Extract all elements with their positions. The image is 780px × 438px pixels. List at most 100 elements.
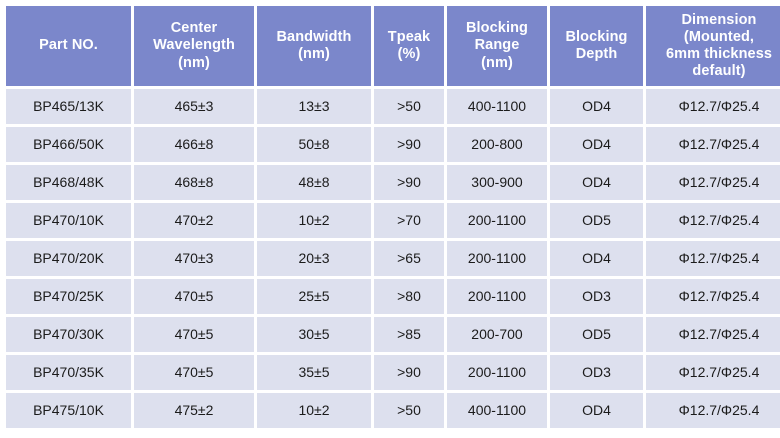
cell-blocking_range: 200-1100: [447, 279, 547, 314]
cell-dimension: Φ12.7/Φ25.4: [646, 355, 780, 390]
column-header-line: Wavelength: [153, 37, 235, 54]
cell-bandwidth: 20±3: [257, 241, 371, 276]
cell-part_no: BP470/25K: [6, 279, 131, 314]
column-header-line: Depth: [575, 46, 618, 62]
column-header-line: (%): [397, 46, 421, 62]
optical-filter-spec-table: Part NO. Center Wavelength (nm) Bandwidth (nm…: [3, 3, 780, 431]
column-header-blocking_depth: Blocking Depth: [550, 6, 643, 86]
cell-bandwidth: 13±3: [257, 89, 371, 124]
cell-tpeak: >85: [374, 317, 444, 352]
table-row: BP470/20K 470±3 20±3 >65 200-1100 OD4 Φ12.7/Φ2…: [6, 241, 780, 276]
cell-blocking_range: 400-1100: [447, 89, 547, 124]
cell-part_no: BP475/10K: [6, 393, 131, 428]
column-header-line: (nm): [481, 54, 513, 71]
cell-dimension: Φ12.7/Φ25.4: [646, 203, 780, 238]
table-row: BP475/10K 475±2 10±2 >50 400-1100 OD4 Φ12.7/Φ2…: [6, 393, 780, 428]
cell-part_no: BP468/48K: [6, 165, 131, 200]
cell-dimension: Φ12.7/Φ25.4: [646, 317, 780, 352]
column-header-part_no: Part NO.: [6, 6, 131, 86]
column-header-tpeak: Tpeak (%): [374, 6, 444, 86]
cell-bandwidth: 30±5: [257, 317, 371, 352]
cell-center_wl: 470±5: [134, 317, 254, 352]
cell-blocking_depth: OD5: [550, 203, 643, 238]
cell-dimension: Φ12.7/Φ25.4: [646, 165, 780, 200]
cell-blocking_depth: OD4: [550, 393, 643, 428]
column-header-dimension: Dimension (Mounted, 6mm thickness default): [646, 6, 780, 86]
cell-blocking_depth: OD4: [550, 241, 643, 276]
cell-blocking_range: 200-700: [447, 317, 547, 352]
cell-tpeak: >90: [374, 165, 444, 200]
column-header-center_wl: Center Wavelength (nm): [134, 6, 254, 86]
cell-blocking_depth: OD3: [550, 355, 643, 390]
cell-center_wl: 470±2: [134, 203, 254, 238]
cell-blocking_depth: OD4: [550, 165, 643, 200]
cell-tpeak: >50: [374, 393, 444, 428]
column-header-bandwidth: Bandwidth (nm): [257, 6, 371, 86]
table-row: BP470/25K 470±5 25±5 >80 200-1100 OD3 Φ12.7/Φ2…: [6, 279, 780, 314]
table-body: BP465/13K 465±3 13±3 >50 400-1100 OD4 Φ12.7/Φ2…: [6, 89, 780, 428]
cell-bandwidth: 35±5: [257, 355, 371, 390]
cell-part_no: BP465/13K: [6, 89, 131, 124]
column-header-line: Tpeak: [387, 28, 431, 45]
cell-dimension: Φ12.7/Φ25.4: [646, 127, 780, 162]
cell-part_no: BP470/10K: [6, 203, 131, 238]
column-header-line: Blocking: [565, 28, 628, 45]
table-row: BP465/13K 465±3 13±3 >50 400-1100 OD4 Φ12.7/Φ2…: [6, 89, 780, 124]
column-header-line: (nm): [178, 54, 210, 71]
cell-bandwidth: 25±5: [257, 279, 371, 314]
cell-blocking_depth: OD3: [550, 279, 643, 314]
cell-center_wl: 475±2: [134, 393, 254, 428]
cell-tpeak: >80: [374, 279, 444, 314]
cell-tpeak: >90: [374, 355, 444, 390]
table-header: Part NO. Center Wavelength (nm) Bandwidth (nm…: [6, 6, 780, 86]
header-row: Part NO. Center Wavelength (nm) Bandwidth (nm…: [6, 6, 780, 86]
column-header-line: Bandwidth: [276, 28, 352, 45]
cell-part_no: BP466/50K: [6, 127, 131, 162]
cell-tpeak: >65: [374, 241, 444, 276]
cell-bandwidth: 48±8: [257, 165, 371, 200]
table-row: BP466/50K 466±8 50±8 >90 200-800 OD4 Φ12.7/Φ25…: [6, 127, 780, 162]
cell-center_wl: 470±5: [134, 279, 254, 314]
cell-center_wl: 470±5: [134, 355, 254, 390]
cell-center_wl: 466±8: [134, 127, 254, 162]
cell-blocking_range: 200-1100: [447, 355, 547, 390]
cell-bandwidth: 10±2: [257, 393, 371, 428]
cell-blocking_range: 200-800: [447, 127, 547, 162]
cell-part_no: BP470/35K: [6, 355, 131, 390]
cell-center_wl: 465±3: [134, 89, 254, 124]
cell-blocking_depth: OD4: [550, 89, 643, 124]
cell-dimension: Φ12.7/Φ25.4: [646, 89, 780, 124]
table-row: BP468/48K 468±8 48±8 >90 300-900 OD4 Φ12.7/Φ25…: [6, 165, 780, 200]
cell-center_wl: 468±8: [134, 165, 254, 200]
cell-part_no: BP470/30K: [6, 317, 131, 352]
column-header-line: Range: [474, 37, 520, 54]
column-header-line: Dimension: [681, 11, 757, 28]
column-header-line: Center: [170, 20, 218, 37]
column-header-blocking_range: Blocking Range (nm): [447, 6, 547, 86]
column-header-line: (Mounted,: [683, 28, 755, 45]
cell-dimension: Φ12.7/Φ25.4: [646, 393, 780, 428]
cell-tpeak: >50: [374, 89, 444, 124]
cell-tpeak: >70: [374, 203, 444, 238]
cell-blocking_range: 200-1100: [447, 203, 547, 238]
cell-dimension: Φ12.7/Φ25.4: [646, 241, 780, 276]
cell-dimension: Φ12.7/Φ25.4: [646, 279, 780, 314]
column-header-line: 6mm thickness: [665, 46, 773, 62]
cell-blocking_range: 300-900: [447, 165, 547, 200]
column-header-line: (nm): [298, 46, 330, 62]
cell-blocking_depth: OD5: [550, 317, 643, 352]
table-row: BP470/35K 470±5 35±5 >90 200-1100 OD3 Φ12.7/Φ2…: [6, 355, 780, 390]
column-header-line: default): [692, 63, 746, 80]
cell-bandwidth: 10±2: [257, 203, 371, 238]
table-row: BP470/30K 470±5 30±5 >85 200-700 OD5 Φ12.7/Φ25…: [6, 317, 780, 352]
cell-part_no: BP470/20K: [6, 241, 131, 276]
cell-tpeak: >90: [374, 127, 444, 162]
cell-center_wl: 470±3: [134, 241, 254, 276]
table-row: BP470/10K 470±2 10±2 >70 200-1100 OD5 Φ12.7/Φ2…: [6, 203, 780, 238]
cell-blocking_depth: OD4: [550, 127, 643, 162]
column-header-line: Part NO.: [39, 37, 98, 54]
column-header-line: Blocking: [465, 20, 529, 37]
cell-blocking_range: 200-1100: [447, 241, 547, 276]
cell-blocking_range: 400-1100: [447, 393, 547, 428]
cell-bandwidth: 50±8: [257, 127, 371, 162]
